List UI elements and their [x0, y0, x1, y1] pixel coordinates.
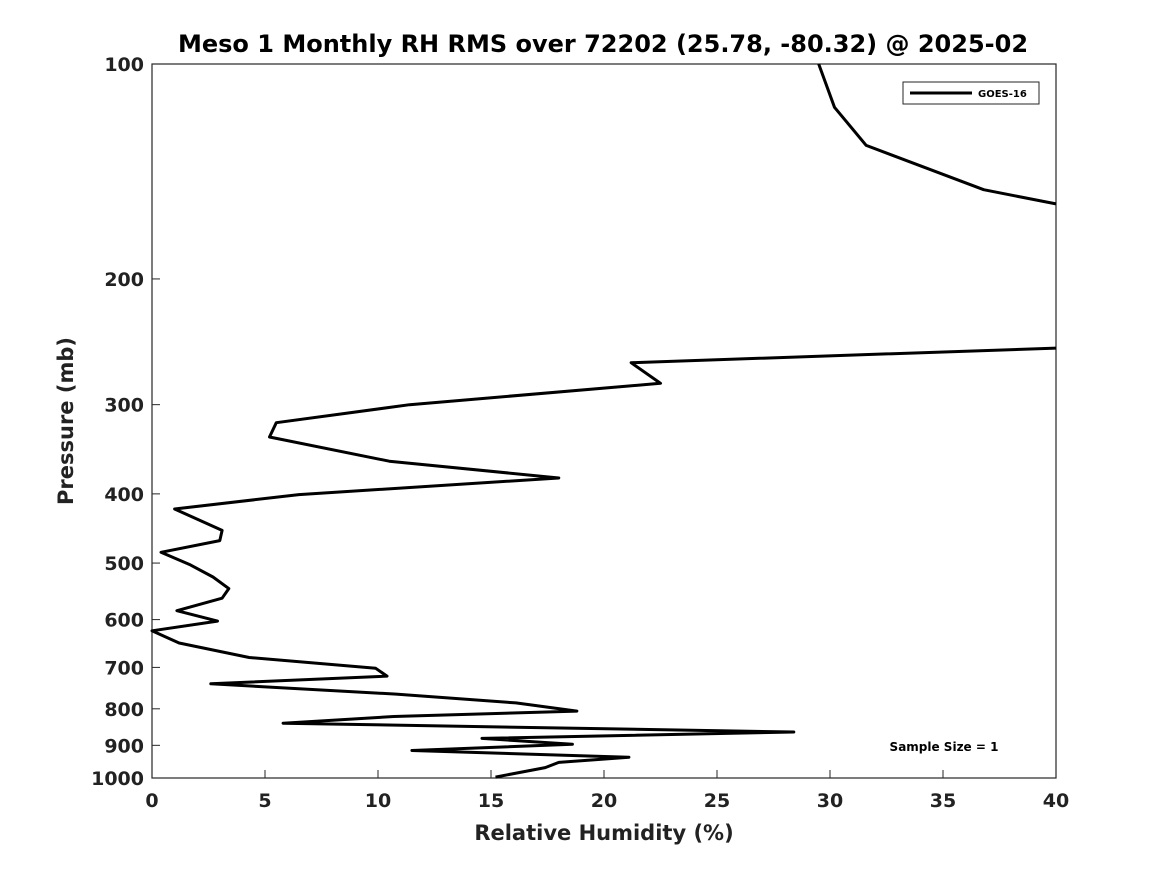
x-tick-label: 0 — [145, 790, 158, 812]
chart-title: Meso 1 Monthly RH RMS over 72202 (25.78,… — [178, 30, 1028, 58]
x-axis: 0 5 10 15 20 25 30 35 40 — [145, 770, 1069, 812]
y-tick-label: 900 — [104, 735, 144, 757]
x-tick-label: 40 — [1043, 790, 1069, 812]
sample-size-annotation: Sample Size = 1 — [890, 740, 999, 754]
x-tick-label: 10 — [365, 790, 391, 812]
x-tick-label: 30 — [817, 790, 843, 812]
legend: GOES-16 — [902, 81, 1040, 105]
y-tick-label: 500 — [104, 553, 144, 575]
y-axis: 100 200 300 400 500 600 700 800 900 1000 — [91, 54, 160, 790]
x-tick-label: 35 — [930, 790, 956, 812]
series-line-goes-16 — [817, 63, 1057, 206]
y-tick-label: 100 — [104, 54, 144, 76]
x-tick-label: 25 — [704, 790, 730, 812]
x-tick-label: 20 — [591, 790, 617, 812]
series-line-goes-16 — [150, 346, 1057, 779]
y-tick-label: 600 — [104, 610, 144, 632]
y-tick-label: 1000 — [91, 768, 144, 790]
y-tick-label: 800 — [104, 699, 144, 721]
x-tick-label: 15 — [478, 790, 504, 812]
y-axis-label: Pressure (mb) — [54, 337, 78, 505]
y-tick-label: 200 — [104, 269, 144, 291]
series-layer — [150, 63, 1057, 779]
legend-entry-goes-16: GOES-16 — [978, 89, 1027, 100]
y-tick-label: 400 — [104, 484, 144, 506]
y-tick-label: 700 — [104, 657, 144, 679]
x-tick-label: 5 — [258, 790, 271, 812]
y-tick-label: 300 — [104, 395, 144, 417]
x-axis-label: Relative Humidity (%) — [474, 821, 733, 845]
